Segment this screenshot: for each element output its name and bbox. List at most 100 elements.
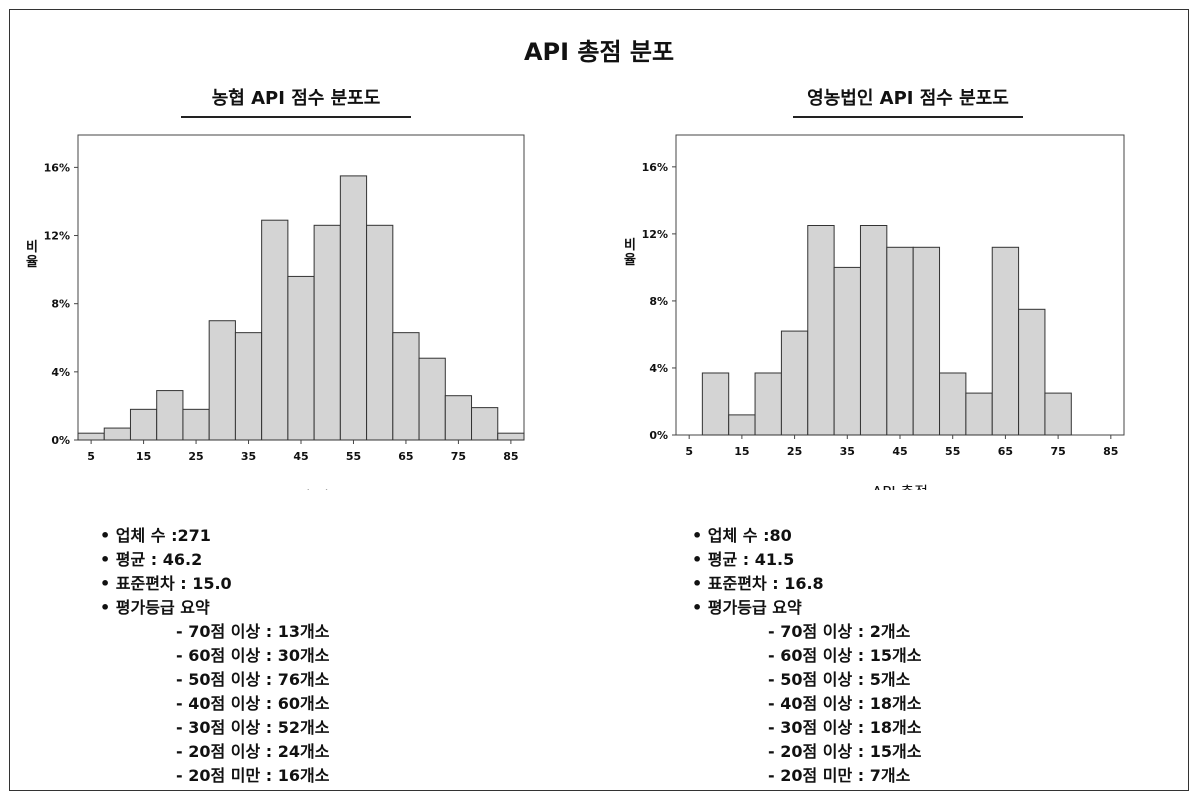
histogram-bar (77, 432, 105, 441)
x-tick-label: 55 (346, 450, 361, 463)
page-title: API 총점 분포 (523, 38, 675, 66)
y-tick-label: 16% (642, 161, 668, 174)
stat-mean-nh: • 평균 : 46.2 (100, 550, 203, 569)
grade-item: - 50점 이상 : 5개소 (768, 670, 911, 689)
grade-item: - 40점 이상 : 18개소 (768, 694, 922, 713)
y-axis-title-char: 비 (624, 238, 636, 253)
grade-item: - 40점 이상 : 60개소 (176, 694, 330, 713)
histogram-nh: 0% 4% 8% 12% 16% 5 15 25 35 45 55 65 75 85 API 총점 비율 (26, 134, 525, 490)
histogram-bar (859, 225, 888, 436)
y-tick-label: 4% (649, 362, 668, 375)
x-tick-label: 35 (241, 450, 256, 463)
x-tick-label: 55 (945, 445, 960, 458)
grade-list-farm: - 70점 이상 : 2개소 - 60점 이상 : 15개소 - 50점 이상 … (768, 620, 921, 788)
x-tick-label: 15 (136, 450, 151, 463)
y-tick-label: 8% (649, 295, 668, 308)
y-tick-label: 4% (51, 366, 70, 379)
histogram-bar (261, 219, 289, 441)
stat-grade-header-farm: • 평가등급 요약 (692, 598, 802, 617)
histogram-bar (965, 392, 993, 436)
histogram-bar (339, 175, 368, 441)
y-tick-label: 12% (44, 230, 70, 243)
chart-title-nh-underline (181, 116, 411, 118)
chart-title-farm-underline (793, 116, 1023, 118)
histogram-bar (833, 266, 861, 436)
histogram-bar (444, 395, 473, 441)
y-tick-label: 12% (642, 228, 668, 241)
y-tick-label: 0% (649, 429, 668, 442)
x-tick-label: 75 (1050, 445, 1065, 458)
stats-farm: • 업체 수 :80 • 평균 : 41.5 • 표준편차 : 16.8 • 평… (692, 524, 921, 788)
histogram-bar (103, 427, 131, 441)
grade-item: - 30점 이상 : 18개소 (768, 718, 922, 737)
histogram-bar (807, 225, 835, 436)
histogram-bar (780, 330, 809, 436)
histogram-bar (182, 408, 210, 441)
chart-title-nh: 농협 API 점수 분포도 (96, 84, 496, 118)
x-tick-label: 45 (293, 450, 308, 463)
histogram-bar (991, 246, 1020, 436)
x-tick-label: 25 (188, 450, 203, 463)
grade-item: - 70점 이상 : 13개소 (176, 622, 330, 641)
stats-nh: • 업체 수 :271 • 평균 : 46.2 • 표준편차 : 15.0 • … (100, 524, 329, 788)
y-axis-title-char: 율 (26, 254, 38, 270)
stat-std-farm: • 표준편차 : 16.8 (692, 574, 824, 593)
histogram-bar (313, 224, 341, 441)
histogram-bar (1044, 392, 1072, 436)
x-tick-label: 45 (892, 445, 907, 458)
histogram-bar (939, 372, 967, 436)
x-tick-label: 35 (840, 445, 855, 458)
histogram-bar (418, 357, 446, 441)
y-tick-label: 0% (51, 434, 70, 447)
grade-item: - 20점 이상 : 24개소 (176, 742, 330, 761)
chart-title-farm: 영농법인 API 점수 분포도 (708, 84, 1108, 118)
stat-count-farm: • 업체 수 :80 (692, 526, 792, 545)
grade-item: - 70점 이상 : 2개소 (768, 622, 911, 641)
histogram-bar (471, 407, 499, 441)
histogram-farm: 0% 4% 8% 12% 16% 5 15 25 35 45 55 65 75 85 API 총점 비율 (624, 134, 1125, 490)
histogram-bar (1018, 308, 1046, 436)
grade-list-nh: - 70점 이상 : 13개소 - 60점 이상 : 30개소 - 50점 이상… (176, 620, 329, 788)
grade-item: - 20점 이상 : 15개소 (768, 742, 922, 761)
histogram-bar (754, 372, 782, 436)
grade-item: - 20점 미만 : 16개소 (176, 766, 330, 785)
x-axis-title: API 총점 (273, 488, 329, 490)
x-tick-label: 5 (685, 445, 693, 458)
grade-item: - 20점 미만 : 7개소 (768, 766, 911, 785)
histogram-bar (366, 224, 394, 441)
grade-item: - 60점 이상 : 30개소 (176, 646, 330, 665)
x-tick-label: 65 (998, 445, 1013, 458)
chart-title-farm-text: 영농법인 API 점수 분포도 (807, 88, 1009, 109)
stat-count-nh: • 업체 수 :271 (100, 526, 211, 545)
grade-item: - 50점 이상 : 76개소 (176, 670, 330, 689)
grade-item: - 60점 이상 : 15개소 (768, 646, 922, 665)
stat-std-nh: • 표준편차 : 15.0 (100, 574, 232, 593)
y-tick-label: 16% (44, 161, 70, 174)
y-tick-label: 8% (51, 298, 70, 311)
y-axis-title-char: 비 (26, 240, 38, 255)
x-tick-label: 25 (787, 445, 802, 458)
grade-item: - 30점 이상 : 52개소 (176, 718, 330, 737)
histogram-bar (886, 246, 914, 436)
histogram-bar (912, 246, 941, 436)
histogram-bar (129, 408, 158, 441)
x-tick-label: 85 (1103, 445, 1118, 458)
histogram-bar (208, 320, 236, 441)
chart-title-nh-text: 농협 API 점수 분포도 (211, 88, 381, 109)
histogram-bar (497, 432, 525, 441)
stat-grade-header-nh: • 평가등급 요약 (100, 598, 210, 617)
histogram-bar (287, 275, 315, 441)
histogram-bar (392, 332, 420, 441)
x-tick-label: 5 (87, 450, 95, 463)
x-tick-label: 65 (398, 450, 413, 463)
figure-frame (9, 9, 1189, 791)
histogram-bar (234, 332, 263, 441)
y-axis-title-char: 율 (624, 252, 636, 268)
histogram-bar (728, 414, 756, 436)
x-tick-label: 85 (503, 450, 518, 463)
histogram-bar (156, 390, 184, 441)
stat-mean-farm: • 평균 : 41.5 (692, 550, 795, 569)
x-tick-label: 75 (451, 450, 466, 463)
x-tick-label: 15 (734, 445, 749, 458)
x-axis-title: API 총점 (872, 483, 928, 490)
